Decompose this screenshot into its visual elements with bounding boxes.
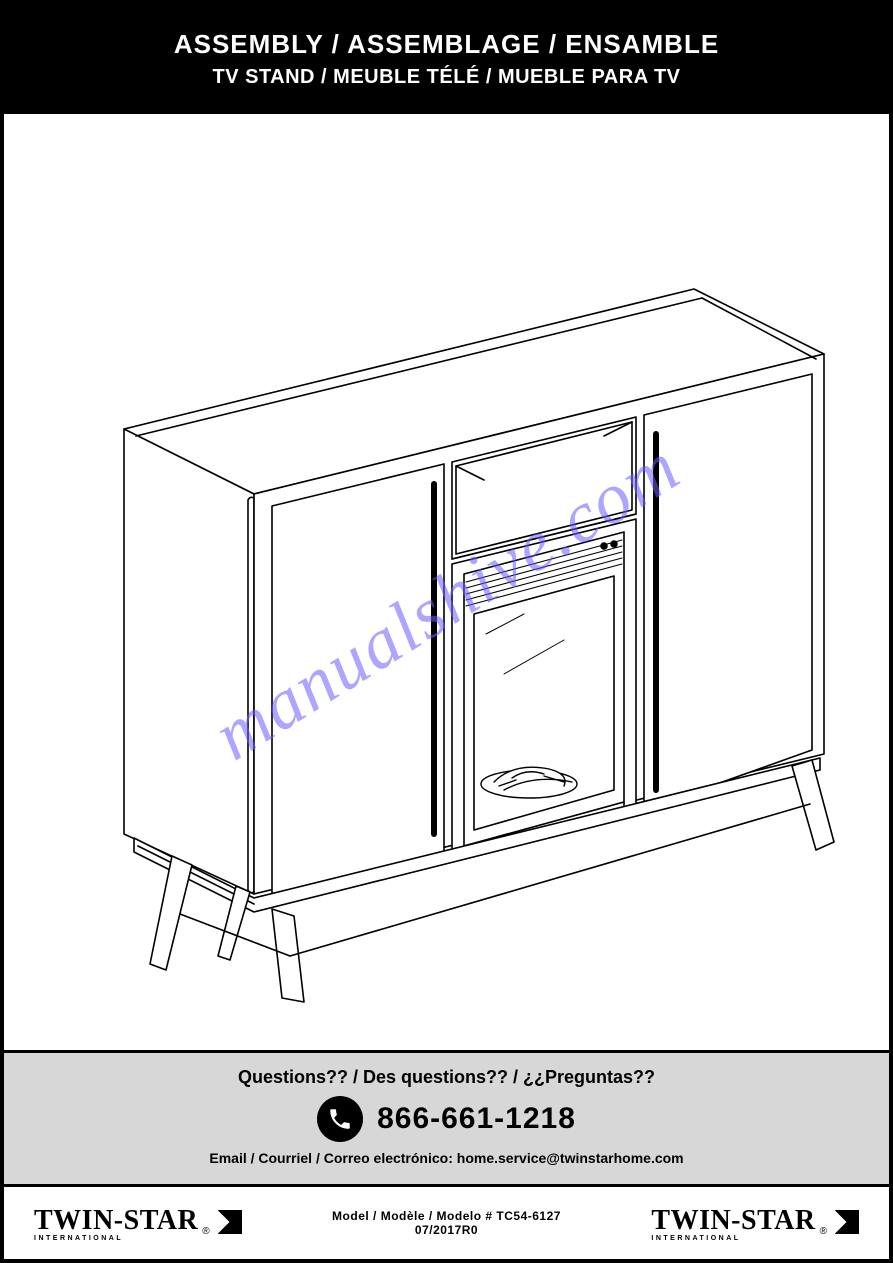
brand-name-r: TWIN-STAR (651, 1205, 815, 1237)
help-email-address: home.service@twinstarhome.com (457, 1150, 684, 1166)
help-phone-number: 866-661-1218 (377, 1102, 576, 1136)
help-email: Email / Courriel / Correo electrónico: h… (209, 1150, 683, 1166)
phone-glyph (327, 1106, 353, 1132)
phone-icon (317, 1096, 363, 1142)
brand-right: TWIN-STAR ® INTERNATIONAL (651, 1205, 859, 1242)
illustration-area: manualshive.com (4, 114, 889, 1050)
doc-subtitle: TV STAND / MEUBLE TÉLÉ / MUEBLE PARA TV (212, 66, 680, 89)
revision: 07/2017R0 (415, 1223, 478, 1237)
help-email-label: Email / Courriel / Correo electrónico: (209, 1150, 453, 1166)
brand-logo-right: TWIN-STAR ® (651, 1205, 859, 1237)
help-box: Questions?? / Des questions?? / ¿¿Pregun… (4, 1050, 889, 1187)
footer-model: Model / Modèle / Modelo # TC54-6127 07/2… (332, 1209, 561, 1237)
header-bar: ASSEMBLY / ASSEMBLAGE / ENSAMBLE TV STAN… (4, 4, 889, 114)
brand-mark-icon-r (835, 1210, 859, 1234)
brand-mark-icon (218, 1210, 242, 1234)
footer-bar: TWIN-STAR ® INTERNATIONAL Model / Modèle… (4, 1187, 889, 1259)
brand-name: TWIN-STAR (34, 1205, 198, 1237)
help-phone-row: 866-661-1218 (317, 1096, 576, 1142)
registered-mark-r: ® (820, 1226, 827, 1237)
doc-title: ASSEMBLY / ASSEMBLAGE / ENSAMBLE (174, 29, 719, 60)
brand-left: TWIN-STAR ® INTERNATIONAL (34, 1205, 242, 1242)
brand-logo-left: TWIN-STAR ® (34, 1205, 242, 1237)
product-line-art (4, 114, 889, 1034)
page-frame: ASSEMBLY / ASSEMBLAGE / ENSAMBLE TV STAN… (0, 0, 893, 1263)
help-question: Questions?? / Des questions?? / ¿¿Pregun… (238, 1067, 655, 1088)
model-label: Model / Modèle / Modelo # (332, 1209, 493, 1223)
model-number: TC54-6127 (496, 1209, 561, 1223)
registered-mark: ® (202, 1226, 209, 1237)
